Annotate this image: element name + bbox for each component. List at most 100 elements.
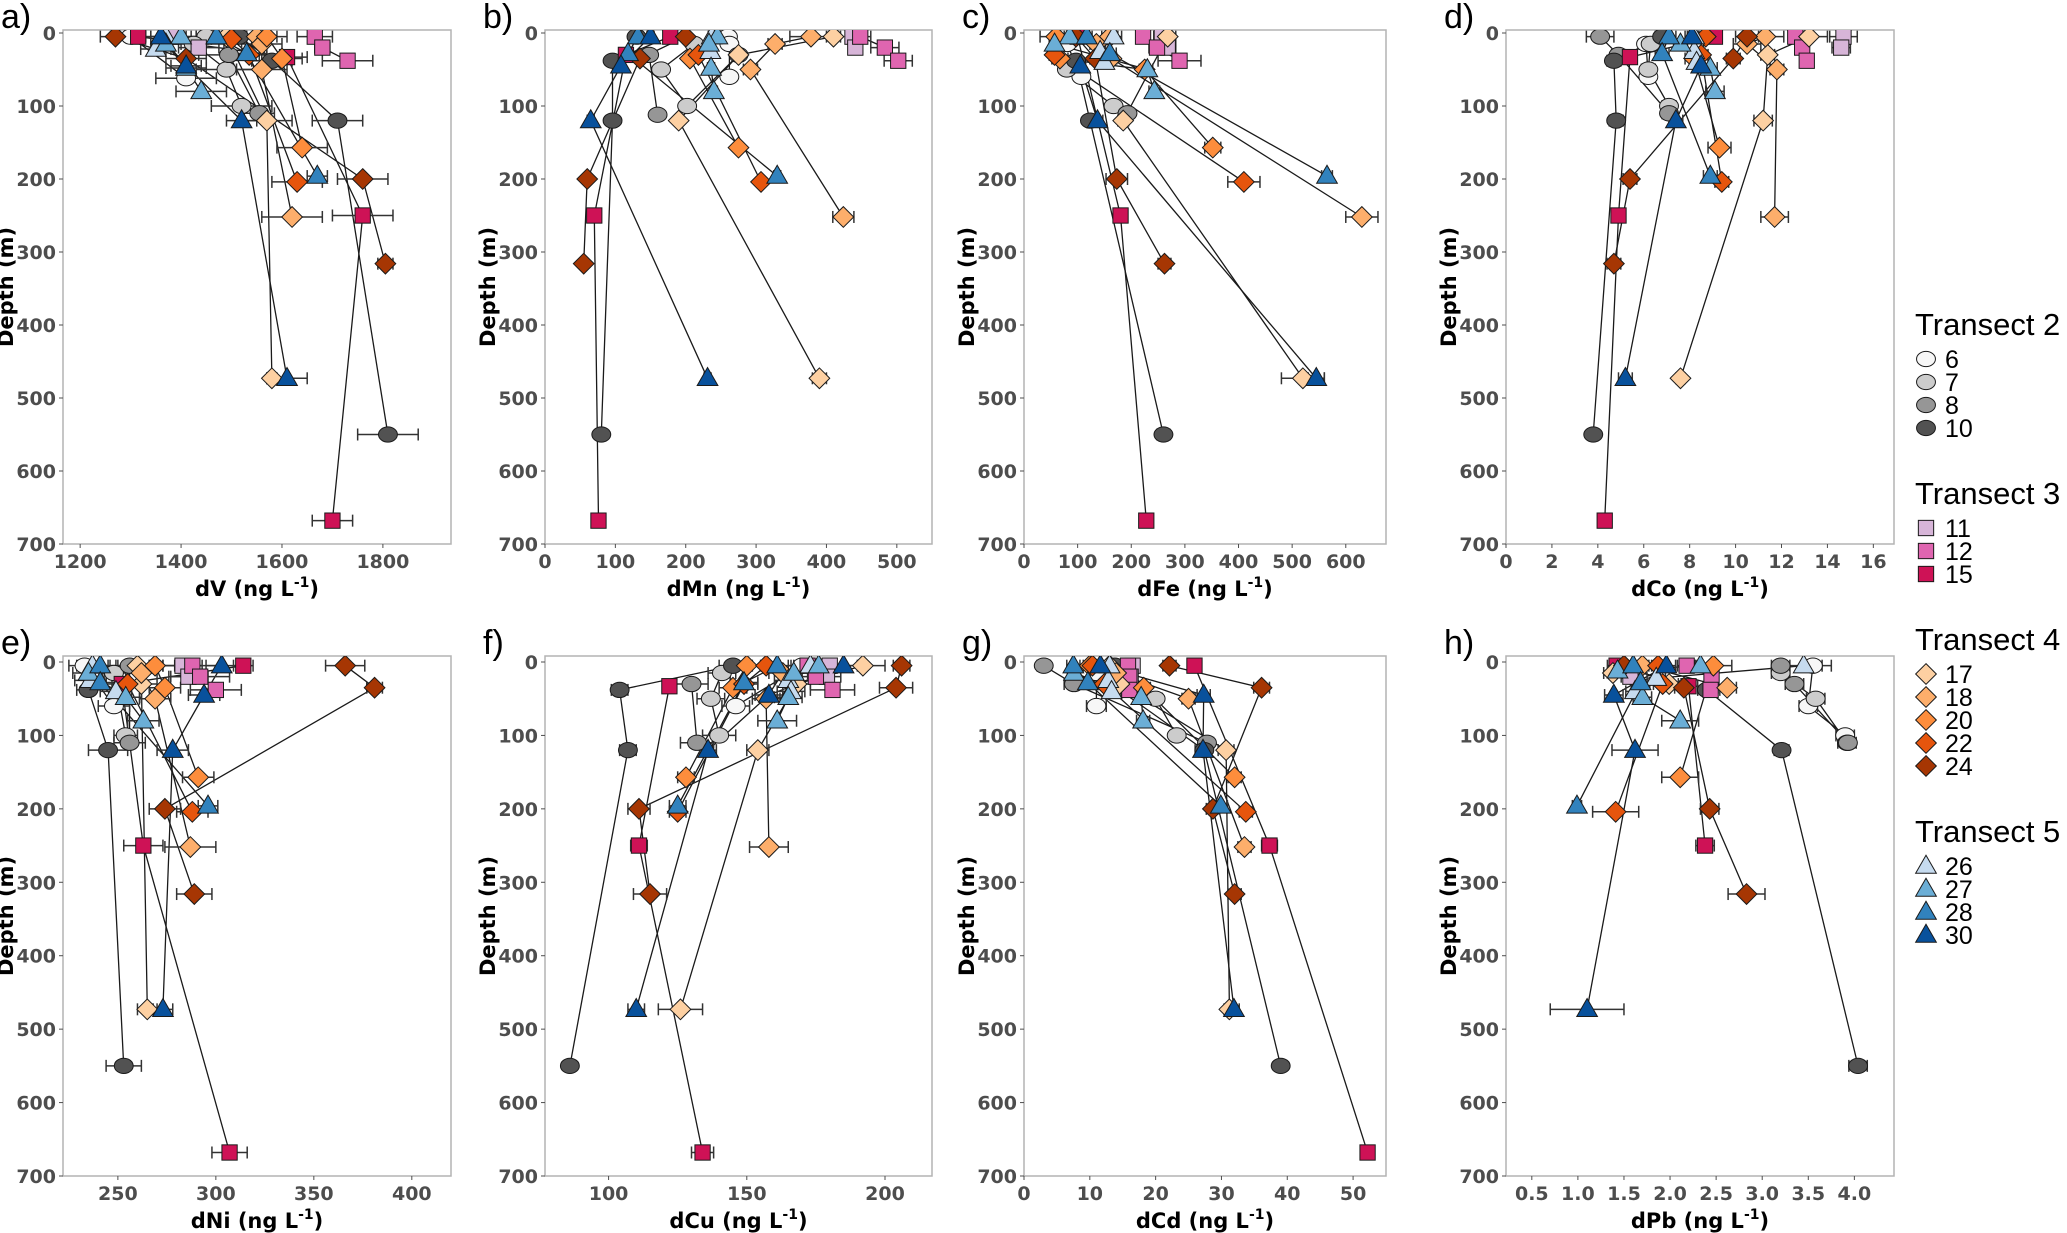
profile-line-station-18 <box>749 35 844 218</box>
data-point-station-24 <box>153 797 176 820</box>
panel-dcu: f) 0 100 200 300 400 500 600 700 100 150 200 Depth (… <box>476 624 933 1233</box>
x-axis-title: dCd (ng L-1) <box>1136 1207 1274 1233</box>
x-tick-label: 8 <box>1683 551 1696 573</box>
data-points <box>1033 656 1376 1161</box>
data-point-station-30 <box>1305 366 1328 386</box>
data-point-station-24 <box>1736 30 1759 48</box>
x-axis-title-superscript: -1 <box>785 575 801 591</box>
x-axis-title: dV (ng L-1) <box>195 575 319 601</box>
data-point-station-20 <box>1702 656 1725 677</box>
data-point-station-11 <box>190 39 207 56</box>
data-point-station-10 <box>1848 1057 1869 1075</box>
data-point-station-7 <box>700 690 721 707</box>
data-point-station-20 <box>255 30 278 48</box>
data-point-station-30 <box>275 366 299 386</box>
x-axis-title-end: ) <box>1759 577 1769 601</box>
x-axis-title-superscript: -1 <box>1744 575 1760 591</box>
x-tick-label: 1800 <box>356 551 409 573</box>
legend-label: 7 <box>1945 369 1959 397</box>
data-point-station-8 <box>681 675 702 693</box>
y-tick-label: 0 <box>43 23 56 45</box>
plot-frame <box>544 655 933 1177</box>
data-point-station-15 <box>235 657 252 674</box>
data-point-station-8 <box>1770 657 1791 674</box>
y-tick-label: 400 <box>977 315 1017 337</box>
y-tick-label: 300 <box>498 872 538 894</box>
data-point-station-17 <box>851 656 874 677</box>
x-tick-label: 1.0 <box>1561 1183 1595 1205</box>
y-axis-title: Depth (m) <box>955 227 979 347</box>
y-tick-label: 700 <box>1459 1166 1499 1188</box>
x-tick-label: 100 <box>1058 551 1098 573</box>
profile-line-station-8 <box>648 54 659 115</box>
data-point-station-27 <box>1606 659 1629 679</box>
y-tick-label: 200 <box>977 799 1017 821</box>
data-point-station-12 <box>1171 52 1188 69</box>
data-point-station-30 <box>625 997 648 1018</box>
data-point-station-30 <box>192 683 216 703</box>
y-tick-label: 0 <box>1004 23 1017 45</box>
data-point-station-30 <box>696 366 719 386</box>
x-axis-title-main: dMn (ng L <box>667 577 785 601</box>
y-tick-label: 700 <box>1459 534 1499 556</box>
y-tick-label: 400 <box>16 315 56 337</box>
x-tick-label: 350 <box>294 1183 334 1205</box>
panel-letter: c) <box>962 0 990 36</box>
data-point-station-20 <box>270 47 294 70</box>
data-point-station-15 <box>694 1144 711 1161</box>
legend-label: 10 <box>1945 415 1973 443</box>
x-tick-label: 50 <box>1340 1183 1366 1205</box>
x-axis-title: dPb (ng L-1) <box>1631 1207 1769 1233</box>
data-point-station-7 <box>651 61 672 78</box>
profile-line-station-20 <box>689 58 740 148</box>
y-tick-label: 100 <box>498 725 538 747</box>
data-point-station-24 <box>627 797 651 820</box>
x-tick-label: 2.5 <box>1699 1183 1733 1205</box>
data-point-station-24 <box>1722 47 1745 70</box>
data-point-station-27 <box>1131 708 1155 729</box>
data-point-station-28 <box>1098 41 1122 62</box>
y-tick-label: 100 <box>1459 96 1499 118</box>
profile-line-station-24 <box>164 665 376 895</box>
legend-title: Transect 4 <box>1915 622 2060 657</box>
x-tick-label: 3.5 <box>1791 1183 1825 1205</box>
y-tick-label: 700 <box>16 1166 56 1188</box>
legend-label: 17 <box>1945 661 1973 689</box>
data-point-station-30 <box>757 683 781 703</box>
legend-title: Transect 5 <box>1915 814 2060 849</box>
data-points <box>1583 30 1852 529</box>
panel-letter: e) <box>1 624 31 662</box>
y-tick-label: 100 <box>1459 725 1499 747</box>
data-point-station-27 <box>697 32 721 52</box>
data-point-station-24 <box>104 30 127 48</box>
legend-key-circle-icon <box>1916 350 1936 368</box>
legend-key-square-icon <box>1917 519 1935 537</box>
x-tick-label: 1600 <box>256 551 309 573</box>
data-point-station-27 <box>190 79 213 100</box>
x-axis-title-end: ) <box>1760 1209 1770 1233</box>
y-tick-label: 600 <box>498 1093 538 1115</box>
data-point-station-27 <box>1143 79 1166 100</box>
data-point-station-17 <box>1756 43 1779 66</box>
legend-label: 24 <box>1945 753 1973 781</box>
legend-key-circle-icon <box>1916 373 1936 391</box>
data-point-station-30 <box>1689 54 1713 74</box>
y-tick-label: 500 <box>16 1019 56 1041</box>
data-point-station-24 <box>1223 882 1246 906</box>
panel-letter: b) <box>483 0 513 36</box>
x-tick-label: 200 <box>1111 551 1151 573</box>
plot-frame <box>1505 655 1895 1177</box>
x-axis-title: dNi (ng L-1) <box>191 1207 324 1233</box>
data-point-station-30 <box>1069 54 1092 74</box>
data-point-station-30 <box>1191 738 1215 758</box>
data-point-station-8 <box>1837 734 1858 751</box>
data-point-station-7 <box>709 727 730 744</box>
data-point-station-17 <box>727 43 750 66</box>
data-point-station-22 <box>286 170 309 193</box>
data-point-station-30 <box>174 54 198 74</box>
data-point-station-27 <box>132 708 155 729</box>
data-point-station-7 <box>1805 690 1826 707</box>
data-point-station-7 <box>1166 727 1187 744</box>
